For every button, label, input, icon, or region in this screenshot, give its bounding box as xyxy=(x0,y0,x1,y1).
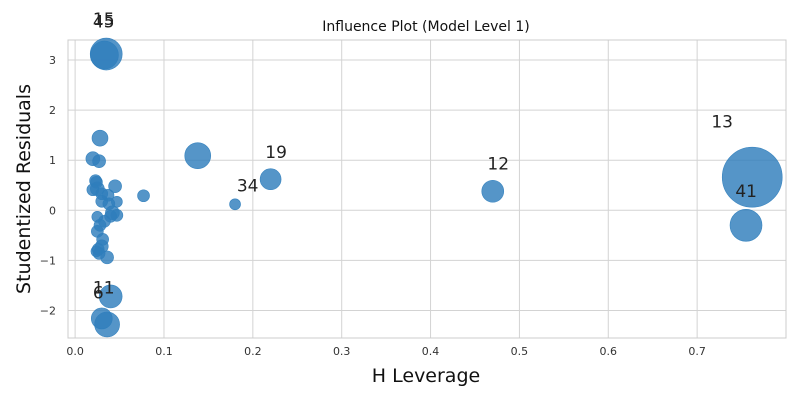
point-annotation: 6 xyxy=(93,283,104,303)
data-points xyxy=(85,37,783,338)
y-tick-label: −1 xyxy=(40,254,56,267)
point-annotation: 11 xyxy=(93,278,115,298)
point-annotation: 41 xyxy=(735,182,757,202)
point-annotation: 45 xyxy=(93,12,115,32)
y-tick-label: 0 xyxy=(49,204,56,217)
data-point xyxy=(98,284,123,309)
x-tick-label: 0.1 xyxy=(155,345,173,358)
data-point xyxy=(137,189,150,203)
x-tick-label: 0.3 xyxy=(333,345,351,358)
x-tick-label: 0.5 xyxy=(511,345,529,358)
data-point xyxy=(729,209,763,242)
y-tick-label: 2 xyxy=(49,104,56,117)
y-tick-label: −2 xyxy=(40,304,56,317)
point-annotation: 19 xyxy=(265,143,287,163)
point-annotation: 12 xyxy=(487,155,509,175)
chart-title: Influence Plot (Model Level 1) xyxy=(322,19,530,35)
data-point xyxy=(91,210,104,223)
data-point xyxy=(91,129,109,147)
x-tick-label: 0.4 xyxy=(422,345,440,358)
data-point xyxy=(229,198,241,211)
y-axis-title: Studentized Residuals xyxy=(13,84,35,294)
data-point xyxy=(184,142,212,169)
data-point xyxy=(90,245,103,258)
x-tick-label: 0.6 xyxy=(600,345,618,358)
y-tick-labels: −2 −1 0 1 2 3 xyxy=(40,54,56,317)
x-tick-label: 0.2 xyxy=(244,345,262,358)
data-point xyxy=(92,154,106,169)
data-point xyxy=(721,146,783,208)
data-point xyxy=(111,195,123,208)
data-point xyxy=(108,179,122,194)
x-tick-label: 0.7 xyxy=(688,345,706,358)
plot-frame xyxy=(67,39,787,339)
data-point xyxy=(90,307,113,330)
data-point xyxy=(481,179,505,203)
y-tick-label: 3 xyxy=(49,54,56,67)
point-annotation: 15 xyxy=(93,10,115,30)
plot-area xyxy=(68,40,786,338)
point-annotation: 13 xyxy=(711,113,733,133)
data-point xyxy=(259,168,282,191)
x-axis-title: H Leverage xyxy=(372,365,480,387)
y-tick-label: 1 xyxy=(49,154,56,167)
point-annotation: 34 xyxy=(237,176,259,196)
data-point xyxy=(90,40,119,70)
x-tick-labels: 0.0 0.1 0.2 0.3 0.4 0.5 0.6 0.7 xyxy=(66,345,706,358)
x-tick-label: 0.0 xyxy=(66,345,84,358)
